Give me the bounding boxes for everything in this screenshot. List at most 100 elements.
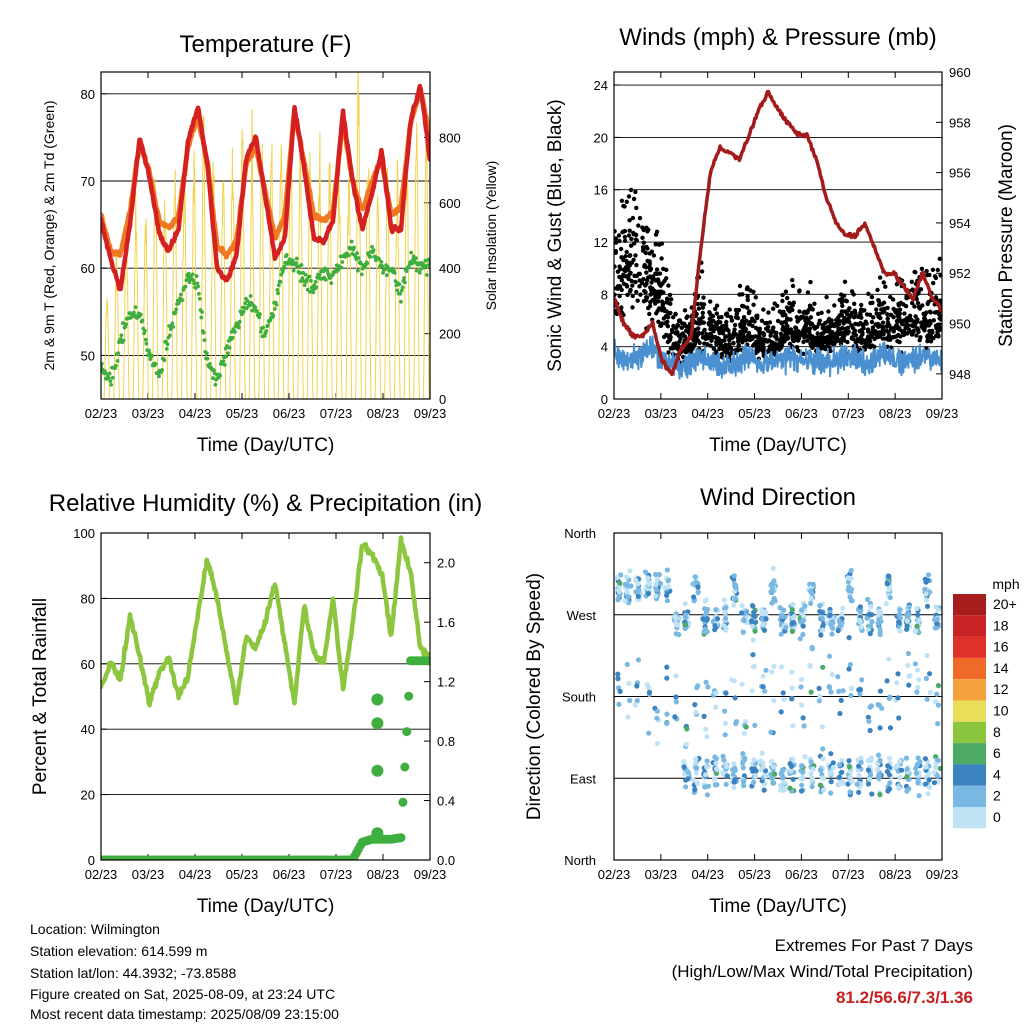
gust-point <box>825 334 830 340</box>
gust-point <box>876 324 881 329</box>
dewpoint-point <box>339 265 344 270</box>
direction-point <box>780 775 786 781</box>
direction-point <box>827 612 833 619</box>
gust-point <box>896 303 901 308</box>
gust-point <box>861 323 866 328</box>
gust-point <box>717 346 722 351</box>
y-tick-label: 40 <box>81 722 95 737</box>
direction-point <box>740 765 746 771</box>
gust-point <box>845 339 850 345</box>
gust-point <box>645 229 650 234</box>
dewpoint-point <box>106 376 111 381</box>
direction-point <box>847 769 853 775</box>
direction-point <box>703 679 709 685</box>
direction-point <box>700 616 706 622</box>
direction-point <box>839 758 845 764</box>
gust-point <box>885 312 890 317</box>
dewpoint-point <box>423 258 428 263</box>
y-tick-label: 20 <box>81 788 95 803</box>
direction-point <box>781 696 787 702</box>
direction-point <box>768 729 774 735</box>
direction-point <box>713 704 719 710</box>
gust-point <box>819 336 825 341</box>
direction-point <box>723 763 730 770</box>
direction-point <box>820 756 826 762</box>
gust-point <box>647 251 652 256</box>
dewpoint-point <box>349 239 354 244</box>
gust-point <box>716 328 722 333</box>
y-axis-label: 2m & 9m T (Red, Orange) & 2m Td (Green) <box>41 101 57 371</box>
direction-point <box>884 769 891 775</box>
gust-point <box>641 299 647 304</box>
direction-point <box>886 573 892 580</box>
dewpoint-point <box>425 273 429 277</box>
direction-point <box>702 626 709 632</box>
gust-point <box>866 329 871 334</box>
direction-point <box>763 616 769 622</box>
direction-point <box>740 629 746 635</box>
gust-point <box>616 233 622 238</box>
plot-border <box>613 532 943 861</box>
footer-recent-timestamp: Most recent data timestamp: 2025/08/09 2… <box>30 1006 339 1022</box>
gust-point <box>693 332 699 337</box>
gust-point <box>925 272 930 278</box>
dewpoint-point <box>300 276 305 280</box>
gust-point <box>641 240 646 245</box>
gust-point <box>771 329 776 334</box>
gust-point <box>759 318 765 323</box>
gust-point <box>790 307 795 313</box>
direction-point <box>789 669 795 675</box>
direction-point <box>810 581 816 587</box>
dewpoint-point <box>311 290 316 295</box>
direction-point <box>749 618 755 624</box>
gust-point <box>614 240 619 245</box>
direction-point <box>772 771 778 777</box>
direction-point <box>777 605 783 611</box>
direction-point <box>750 603 756 609</box>
direction-point <box>847 662 854 668</box>
dewpoint-point <box>160 368 165 372</box>
direction-point <box>654 740 661 747</box>
direction-point <box>704 764 710 770</box>
dewpoint-point <box>279 272 284 277</box>
dewpoint-point <box>363 265 367 270</box>
gust-point <box>744 318 749 323</box>
y-tick-label: East <box>570 771 596 786</box>
direction-point <box>750 664 757 670</box>
dewpoint-point <box>208 362 212 366</box>
dewpoint-point <box>226 351 230 355</box>
direction-point <box>875 613 881 619</box>
direction-point <box>714 616 721 622</box>
gust-point <box>797 330 803 336</box>
direction-point <box>750 652 756 658</box>
direction-point <box>713 607 719 613</box>
direction-point <box>915 612 921 618</box>
direction-point <box>634 698 640 704</box>
gust-point <box>812 326 817 331</box>
gust-point <box>868 300 873 306</box>
direction-point <box>914 623 920 629</box>
gust-point <box>769 346 774 351</box>
direction-point <box>935 702 942 708</box>
direction-point <box>836 618 842 624</box>
gust-point <box>881 280 886 285</box>
direction-point <box>644 682 650 688</box>
direction-point <box>769 669 775 675</box>
plot-background <box>101 72 430 399</box>
gust-point <box>666 350 671 355</box>
direction-point <box>616 701 622 708</box>
x-tick-label: 03/23 <box>645 406 678 421</box>
gust-point <box>683 323 688 328</box>
direction-point <box>866 611 873 618</box>
gust-point <box>696 306 702 311</box>
direction-point <box>692 702 698 708</box>
gust-point <box>614 264 617 269</box>
legend-swatch <box>953 807 986 829</box>
direction-point <box>728 677 735 683</box>
gust-point <box>707 310 712 315</box>
direction-point <box>913 770 920 776</box>
gust-point <box>877 275 883 280</box>
direction-point <box>627 568 633 574</box>
direction-point <box>646 730 652 736</box>
direction-point <box>662 584 668 591</box>
